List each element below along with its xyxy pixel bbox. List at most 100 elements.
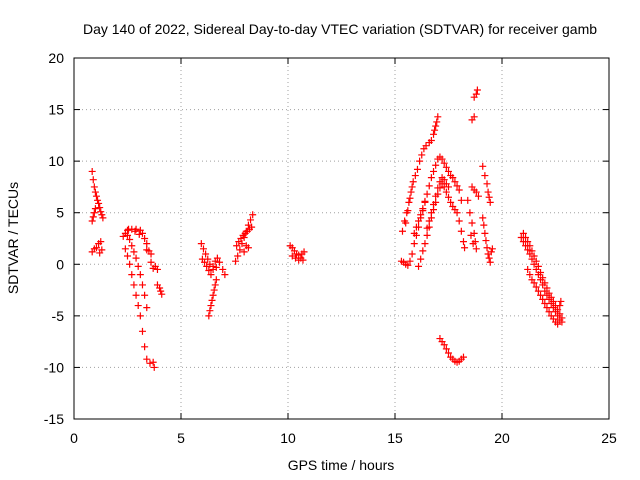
data-point <box>455 186 463 194</box>
data-point <box>432 161 440 169</box>
data-point <box>408 183 416 191</box>
data-point <box>474 192 482 200</box>
data-point <box>219 265 227 273</box>
data-point <box>96 249 104 257</box>
data-point <box>150 363 158 371</box>
data-point <box>146 359 154 367</box>
data-point <box>90 209 98 217</box>
data-point <box>459 353 467 361</box>
data-point <box>206 307 214 315</box>
data-point <box>417 211 425 219</box>
data-point <box>149 358 157 366</box>
data-point <box>449 174 457 182</box>
data-point <box>481 172 489 180</box>
data-point <box>131 227 139 235</box>
data-point <box>88 167 96 175</box>
data-point <box>425 182 433 190</box>
data-point <box>468 219 476 227</box>
data-point <box>479 162 487 170</box>
data-point <box>486 198 494 206</box>
data-point <box>532 257 540 265</box>
data-point <box>415 217 423 225</box>
data-point <box>431 126 439 134</box>
data-point <box>398 227 406 235</box>
data-point <box>467 231 475 239</box>
data-point <box>480 221 488 229</box>
data-point <box>423 190 431 198</box>
data-point <box>461 244 469 252</box>
data-point <box>459 238 467 246</box>
data-point <box>541 299 549 307</box>
data-point <box>415 262 423 270</box>
data-point <box>434 184 442 192</box>
data-point <box>143 240 151 248</box>
data-point <box>132 291 140 299</box>
data-point <box>436 178 444 186</box>
data-point <box>487 248 495 256</box>
data-point <box>147 250 155 258</box>
data-point <box>543 284 551 292</box>
data-point <box>201 258 209 266</box>
data-point <box>524 238 532 246</box>
axis-ticks: 0 5 10 15 20 25 -15 -10 -5 0 5 10 15 20 <box>44 50 617 446</box>
data-point <box>453 209 461 217</box>
data-point <box>438 155 446 163</box>
data-point <box>519 229 527 237</box>
data-point <box>539 295 547 303</box>
data-point <box>406 257 414 265</box>
data-point <box>409 178 417 186</box>
data-point <box>213 254 221 262</box>
data-point <box>240 248 248 256</box>
data-point <box>138 281 146 289</box>
data-point <box>92 192 100 200</box>
data-point <box>472 188 480 196</box>
data-point <box>126 236 134 244</box>
data-point <box>545 308 553 316</box>
data-point <box>95 199 103 207</box>
data-point <box>484 188 492 196</box>
data-point <box>212 276 220 284</box>
data-point <box>132 254 140 262</box>
y-tick-label: 0 <box>56 256 64 272</box>
data-point <box>558 314 566 322</box>
data-point <box>208 296 216 304</box>
data-point <box>128 271 136 279</box>
data-point <box>92 244 100 252</box>
data-point <box>532 283 540 291</box>
x-axis-label: GPS time / hours <box>288 457 395 473</box>
data-point <box>411 172 419 180</box>
data-point <box>485 254 493 262</box>
data-point <box>425 217 433 225</box>
data-point <box>97 208 105 216</box>
data-point <box>486 258 494 266</box>
data-point <box>199 245 207 253</box>
data-point <box>440 176 448 184</box>
data-point <box>430 130 438 138</box>
data-point <box>423 224 431 232</box>
data-point <box>485 193 493 201</box>
data-point <box>156 284 164 292</box>
data-point <box>440 159 448 167</box>
data-point <box>205 266 213 274</box>
data-point <box>472 245 480 253</box>
data-point <box>453 182 461 190</box>
data-point <box>421 197 429 205</box>
x-tick-label: 20 <box>494 430 510 446</box>
data-point <box>89 213 97 221</box>
data-point <box>97 238 105 246</box>
data-point <box>408 250 416 258</box>
data-point <box>482 237 490 245</box>
y-tick-label: -15 <box>44 411 64 427</box>
data-point <box>247 216 255 224</box>
data-point <box>432 192 440 200</box>
y-tick-label: 10 <box>48 153 64 169</box>
data-point <box>98 211 106 219</box>
data-point <box>135 230 143 238</box>
data-point <box>488 245 496 253</box>
data-point <box>90 183 98 191</box>
data-point <box>147 258 155 266</box>
data-point <box>413 165 421 173</box>
data-point <box>197 240 205 248</box>
data-point <box>134 302 142 310</box>
data-point <box>143 304 151 312</box>
